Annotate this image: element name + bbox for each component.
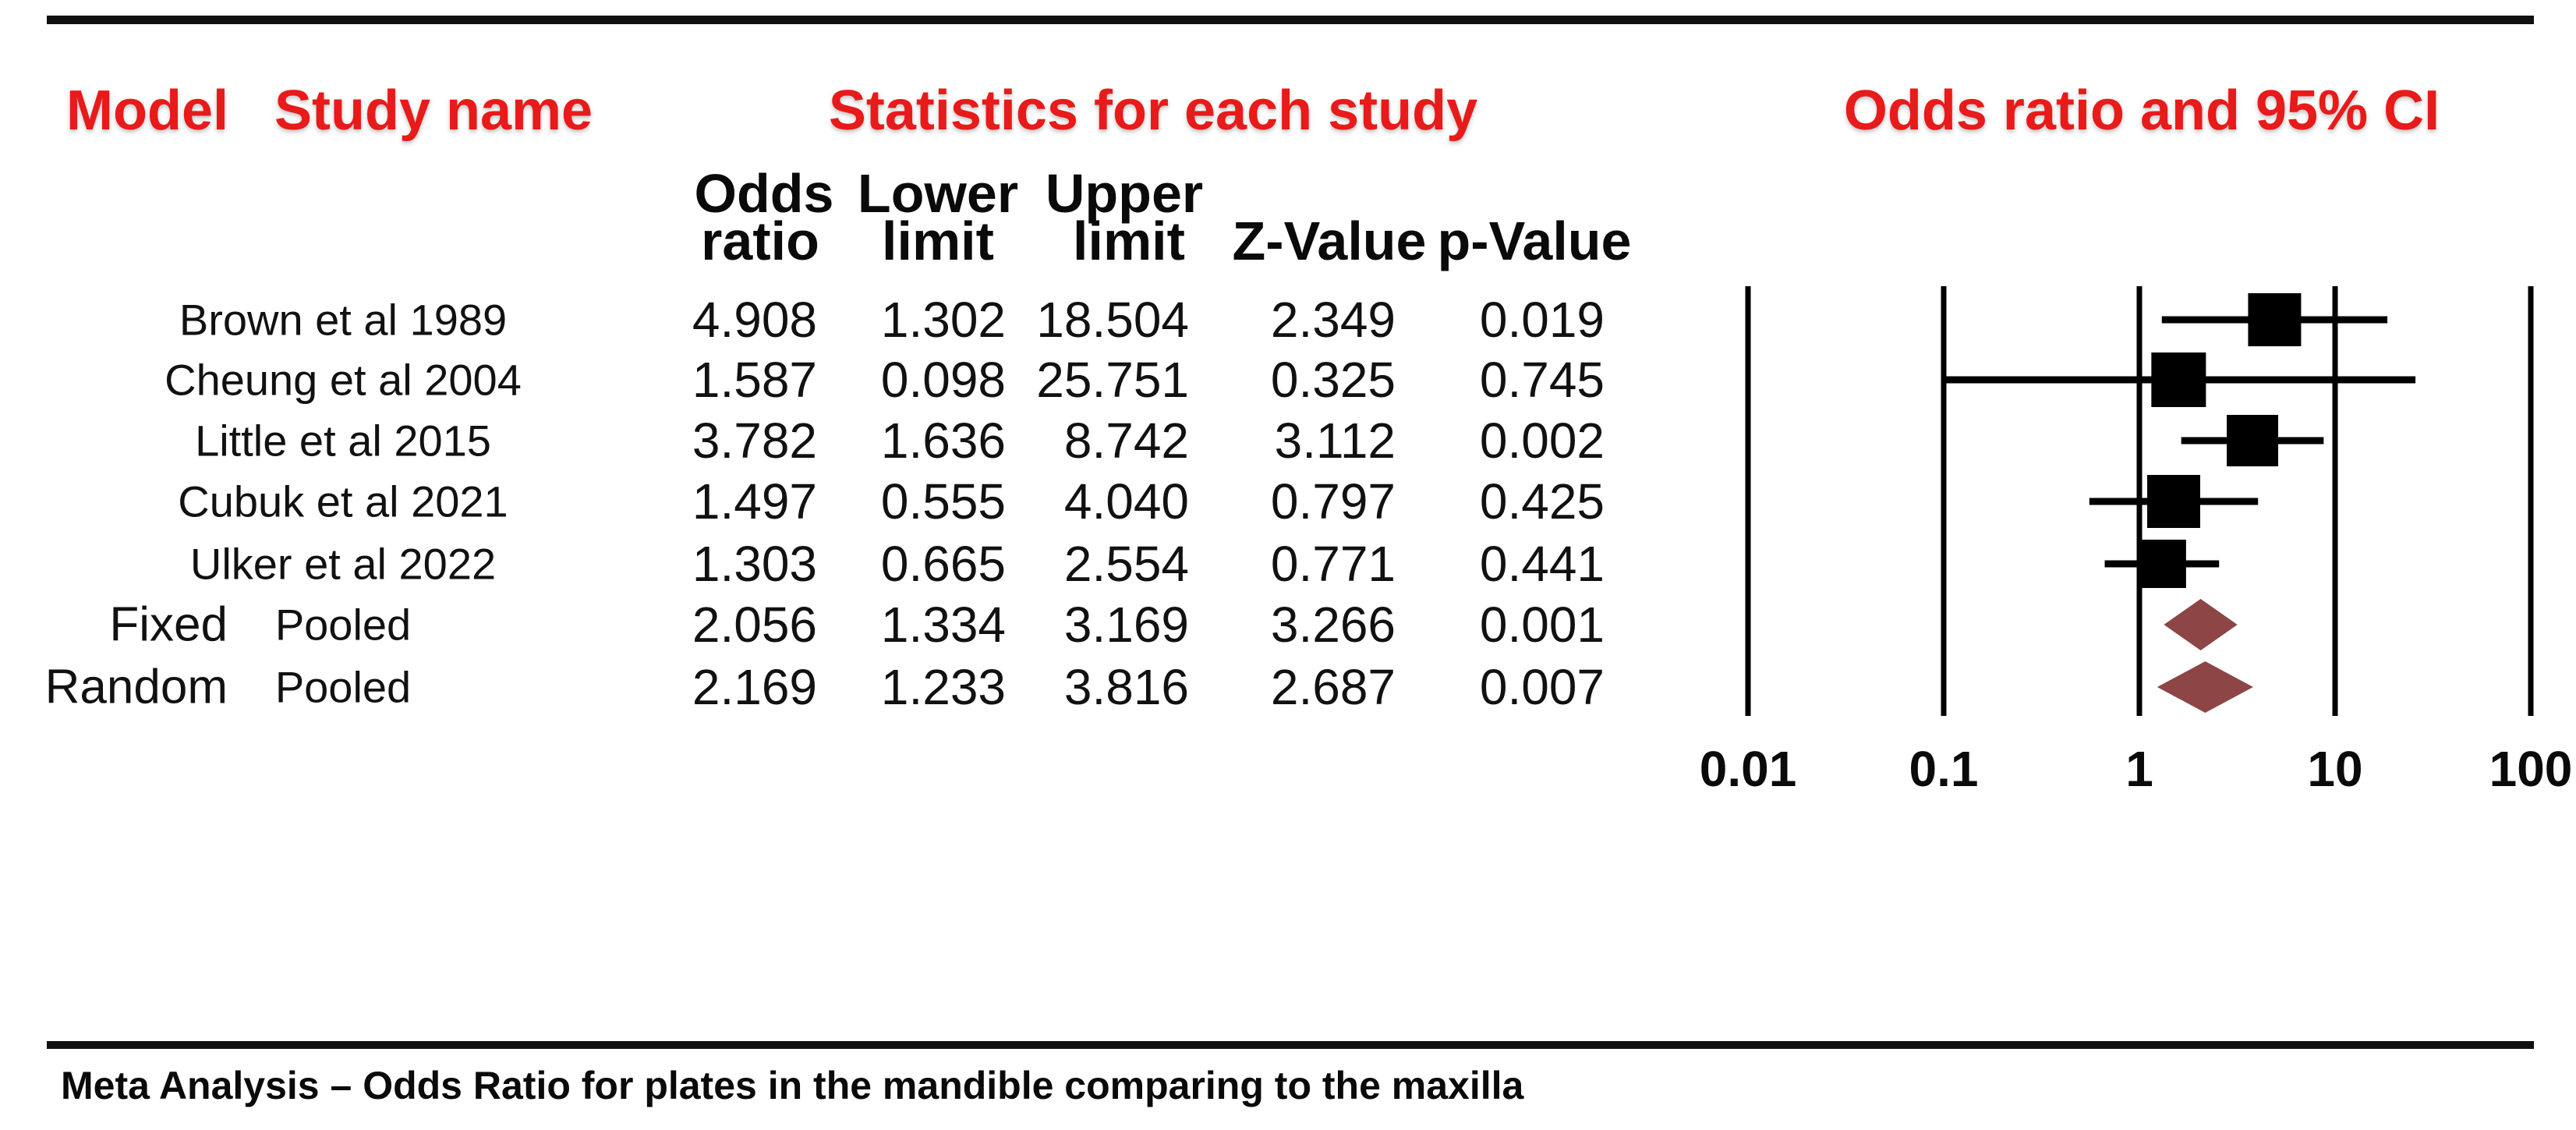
odds-ratio-value: 1.303 (692, 536, 817, 592)
z-value: 0.325 (1270, 352, 1396, 408)
statistics-section-header: Statistics for each study (828, 80, 1478, 142)
study-point-square (2227, 415, 2279, 466)
odds-ratio-value: 1.497 (692, 473, 817, 530)
study-name: Pooled (274, 600, 412, 650)
lower-limit-header-line2: limit (882, 211, 994, 271)
model-label: Fixed (109, 597, 228, 652)
pooled-estimate-diamond (2164, 599, 2238, 650)
lower-limit-header-line1: Lower (857, 163, 1019, 224)
upper-limit-value: 2.554 (1063, 536, 1189, 592)
z-value: 0.771 (1270, 536, 1396, 592)
lower-limit-value: 0.098 (880, 352, 1006, 408)
odds-ratio-value: 3.782 (692, 413, 817, 469)
study-name: Little et al 2015 (195, 416, 491, 466)
p-value: 0.425 (1479, 473, 1605, 530)
z-value: 0.797 (1270, 473, 1396, 530)
x-tick-label: 1 (2125, 741, 2153, 797)
z-value: 2.687 (1270, 659, 1396, 715)
odds-ratio-value: 2.056 (692, 597, 817, 653)
upper-limit-header-line2: limit (1073, 211, 1185, 271)
study-name-column-header: Study name (274, 80, 593, 142)
study-name: Cheung et al 2004 (165, 355, 522, 405)
study-name: Pooled (274, 662, 412, 712)
lower-limit-value: 1.334 (880, 597, 1006, 653)
x-tick-label: 0.1 (1909, 741, 1979, 797)
study-name: Cubuk et al 2021 (178, 476, 508, 526)
lower-limit-value: 0.555 (880, 473, 1006, 530)
p-value: 0.002 (1479, 413, 1605, 469)
bottom-rule (47, 1041, 2534, 1049)
z-value: 3.112 (1274, 413, 1396, 469)
study-name: Brown et al 1989 (179, 295, 508, 345)
p-value: 0.007 (1479, 659, 1605, 715)
p-value: 0.745 (1479, 352, 1605, 408)
upper-limit-value: 3.816 (1063, 659, 1189, 715)
p-value: 0.019 (1479, 292, 1605, 348)
plot-section-header: Odds ratio and 95% CI (1843, 80, 2440, 142)
study-point-square (2248, 293, 2302, 346)
lower-limit-value: 1.302 (880, 292, 1006, 348)
z-value: 3.266 (1270, 597, 1396, 653)
model-column-header: Model (66, 80, 228, 142)
x-tick-label: 0.01 (1700, 741, 1797, 797)
study-point-square (2146, 475, 2200, 528)
upper-limit-value: 25.751 (1036, 352, 1189, 408)
top-rule (47, 16, 2534, 24)
pooled-estimate-diamond (2157, 661, 2253, 713)
x-tick-label: 10 (2307, 741, 2362, 797)
study-point-square (2151, 352, 2206, 407)
p-value: 0.441 (1479, 536, 1605, 592)
z-value: 2.349 (1270, 292, 1396, 348)
upper-limit-value: 8.742 (1063, 413, 1189, 469)
lower-limit-value: 1.636 (880, 413, 1006, 469)
model-label: Random (44, 660, 228, 714)
odds-ratio-value: 2.169 (692, 659, 817, 715)
upper-limit-value: 4.040 (1063, 473, 1189, 530)
upper-limit-header-line1: Upper (1045, 163, 1204, 224)
x-tick-label: 100 (2489, 741, 2573, 797)
upper-limit-value: 3.169 (1063, 597, 1189, 653)
p-value: 0.001 (1479, 597, 1605, 653)
odds-ratio-value: 1.587 (692, 352, 817, 408)
odds-ratio-header-line1: Odds (694, 163, 834, 224)
p-value-header: p-Value (1437, 211, 1632, 271)
odds-ratio-header-line2: ratio (701, 211, 819, 271)
lower-limit-value: 0.665 (880, 536, 1006, 592)
odds-ratio-value: 4.908 (692, 292, 817, 348)
lower-limit-value: 1.233 (880, 659, 1006, 715)
z-value-header: Z-Value (1232, 211, 1427, 271)
study-point-square (2137, 540, 2186, 588)
upper-limit-value: 18.504 (1036, 292, 1189, 348)
figure-caption: Meta Analysis – Odds Ratio for plates in… (61, 1064, 1524, 1107)
study-name: Ulker et al 2022 (189, 539, 497, 589)
